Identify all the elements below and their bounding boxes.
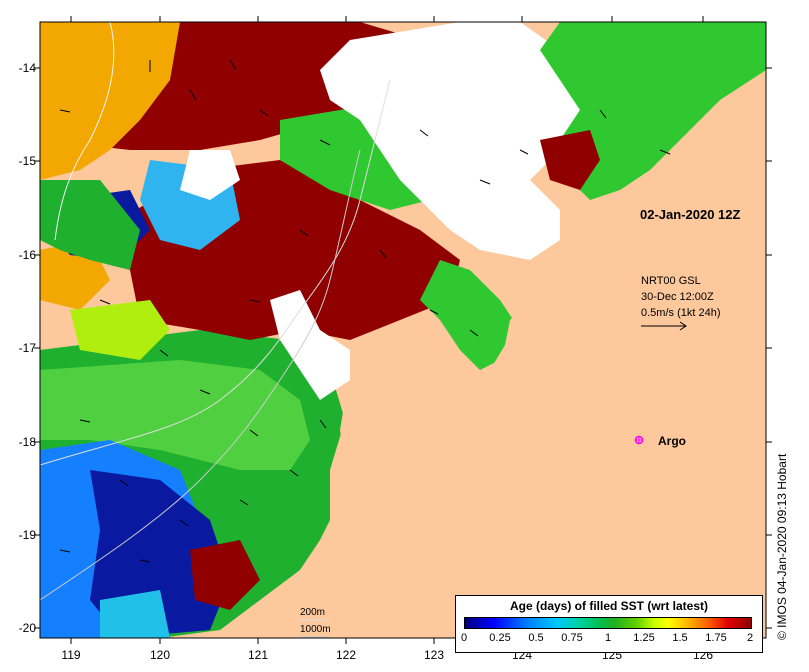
legend-tick: 0.25 bbox=[489, 632, 511, 644]
lon-label: 123 bbox=[423, 648, 445, 662]
legend-colorbar bbox=[464, 617, 752, 629]
contour-200m bbox=[40, 79, 391, 466]
coastal-band-kimberley bbox=[420, 260, 520, 370]
no-data-region-center bbox=[270, 290, 350, 400]
legend-tick: 1.75 bbox=[705, 632, 727, 644]
lon-label: 119 bbox=[61, 648, 81, 662]
sea-region-green-center bbox=[40, 180, 140, 270]
map-time-label: 02-Jan-2020 12Z bbox=[640, 207, 741, 222]
australia-mainland bbox=[210, 95, 766, 638]
legend-tick: 1.5 bbox=[672, 632, 688, 644]
lat-label: -14 bbox=[18, 61, 36, 75]
lon-label: 122 bbox=[335, 648, 357, 662]
lat-label: -16 bbox=[18, 248, 36, 262]
legend-tick: 0.5 bbox=[528, 632, 544, 644]
legend-tick: 2 bbox=[746, 632, 754, 644]
argo-label: Argo bbox=[658, 434, 686, 448]
vector-key-scale: 0.5m/s (1kt 24h) bbox=[641, 307, 721, 319]
sea-region-darkred-west-south bbox=[190, 540, 260, 610]
argo-marker bbox=[634, 435, 644, 445]
legend-tick: 0 bbox=[460, 632, 468, 644]
legend-tick: 1 bbox=[604, 632, 612, 644]
vector-key-time: 30-Dec 12:00Z bbox=[641, 291, 714, 303]
sea-region-orange-nw bbox=[40, 22, 180, 180]
legend-tick: 1.25 bbox=[633, 632, 655, 644]
legend-title: Age (days) of filled SST (wrt latest) bbox=[509, 599, 709, 613]
depth-label-200m: 200m bbox=[300, 607, 326, 618]
lat-label: -17 bbox=[18, 341, 36, 355]
credit-text: © IMOS 04-Jan-2020 09:13 Hobart bbox=[775, 453, 789, 640]
lat-label: -18 bbox=[18, 435, 36, 449]
coastal-band-darkred-ne bbox=[540, 130, 600, 190]
contour-north bbox=[54, 22, 115, 241]
sea-region-cyan-south bbox=[100, 590, 170, 638]
lon-label: 120 bbox=[149, 648, 171, 662]
depth-label-1000m: 1000m bbox=[300, 624, 331, 635]
lat-label: -15 bbox=[18, 154, 36, 168]
current-vectors bbox=[59, 59, 671, 563]
lat-label: -20 bbox=[18, 621, 36, 635]
sea-region-yellowgreen bbox=[70, 300, 170, 360]
lat-label: -19 bbox=[18, 528, 36, 542]
axis-ticks bbox=[34, 16, 772, 644]
contour-1000m bbox=[40, 149, 361, 601]
color-legend: Age (days) of filled SST (wrt latest) 0 … bbox=[455, 595, 763, 653]
no-data-region-west bbox=[180, 150, 240, 200]
vector-key-arrow bbox=[641, 321, 687, 331]
map-frame bbox=[39, 21, 767, 639]
legend-tick: 0.75 bbox=[561, 632, 583, 644]
lon-label: 121 bbox=[247, 648, 269, 662]
no-data-region-north bbox=[320, 22, 620, 260]
vector-key-title: NRT00 GSL bbox=[641, 275, 701, 287]
